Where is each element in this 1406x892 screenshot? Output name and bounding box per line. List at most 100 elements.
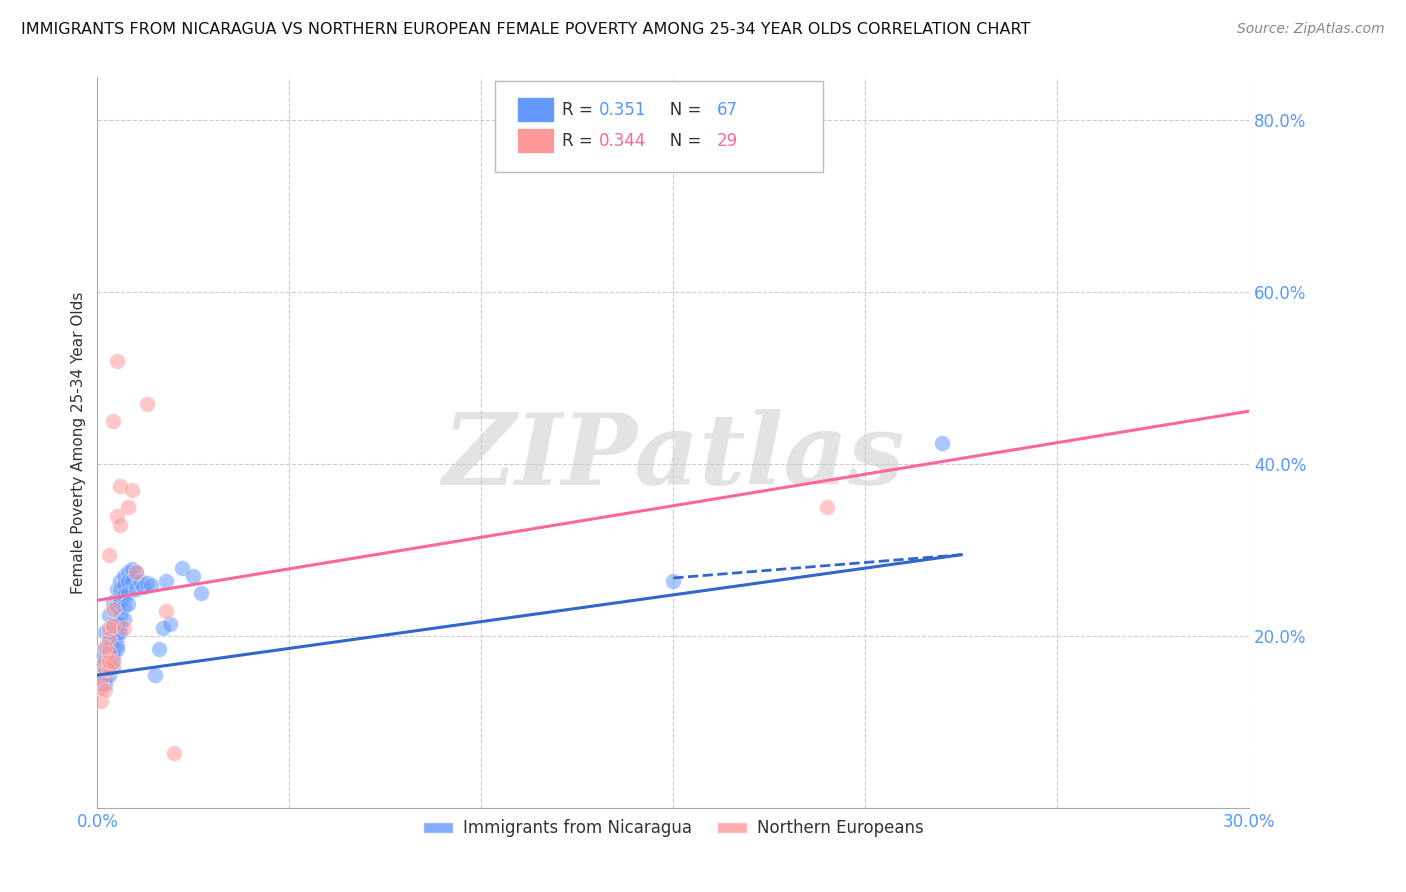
- Point: [90, 694, 112, 708]
- Point: [101, 647, 124, 661]
- Point: [110, 574, 132, 588]
- Point: [97, 642, 120, 657]
- Text: 0.351: 0.351: [599, 102, 645, 120]
- Point: [94, 682, 117, 697]
- Text: ZIPatlas: ZIPatlas: [441, 409, 904, 506]
- Text: N =: N =: [654, 132, 706, 150]
- Point: [101, 651, 124, 665]
- Point: [105, 616, 128, 631]
- Point: [662, 574, 685, 588]
- Text: IMMIGRANTS FROM NICARAGUA VS NORTHERN EUROPEAN FEMALE POVERTY AMONG 25-34 YEAR O: IMMIGRANTS FROM NICARAGUA VS NORTHERN EU…: [21, 22, 1031, 37]
- Point: [90, 681, 112, 695]
- Point: [125, 565, 148, 579]
- Point: [97, 548, 120, 562]
- Point: [110, 625, 132, 640]
- Text: 0.344: 0.344: [599, 132, 645, 150]
- Point: [97, 653, 120, 667]
- Point: [112, 588, 135, 602]
- Point: [97, 668, 120, 682]
- Point: [139, 578, 162, 592]
- Point: [110, 479, 132, 493]
- Point: [125, 565, 148, 579]
- FancyBboxPatch shape: [495, 81, 823, 172]
- Point: [110, 517, 132, 532]
- Point: [90, 659, 112, 673]
- Point: [101, 655, 124, 669]
- Point: [90, 677, 112, 691]
- Point: [112, 599, 135, 614]
- Point: [101, 616, 124, 631]
- Text: 67: 67: [717, 102, 738, 120]
- Point: [105, 582, 128, 596]
- Point: [117, 500, 139, 515]
- Point: [97, 621, 120, 635]
- Point: [97, 655, 120, 669]
- Point: [117, 565, 139, 579]
- Point: [97, 662, 120, 676]
- Point: [105, 642, 128, 657]
- Point: [97, 633, 120, 648]
- Point: [105, 509, 128, 524]
- Point: [112, 612, 135, 626]
- Point: [121, 574, 143, 588]
- Point: [94, 677, 117, 691]
- Point: [121, 562, 143, 576]
- Point: [148, 642, 170, 657]
- Point: [117, 597, 139, 611]
- Y-axis label: Female Poverty Among 25-34 Year Olds: Female Poverty Among 25-34 Year Olds: [72, 292, 86, 594]
- Point: [90, 651, 112, 665]
- Point: [94, 642, 117, 657]
- Point: [931, 436, 953, 450]
- Point: [190, 586, 212, 600]
- Point: [97, 645, 120, 659]
- Point: [101, 602, 124, 616]
- Point: [128, 574, 150, 588]
- Text: 29: 29: [717, 132, 738, 150]
- Point: [94, 673, 117, 687]
- Point: [94, 662, 117, 676]
- Point: [90, 673, 112, 687]
- Point: [101, 659, 124, 673]
- Point: [105, 638, 128, 652]
- Point: [136, 397, 159, 411]
- Point: [97, 647, 120, 661]
- Text: R =: R =: [561, 102, 598, 120]
- Point: [110, 582, 132, 596]
- Point: [110, 607, 132, 622]
- Point: [112, 621, 135, 635]
- Point: [94, 651, 117, 665]
- Point: [143, 668, 166, 682]
- Point: [121, 483, 143, 498]
- Point: [183, 569, 205, 583]
- Point: [101, 619, 124, 633]
- Legend: Immigrants from Nicaragua, Northern Europeans: Immigrants from Nicaragua, Northern Euro…: [416, 813, 931, 844]
- Point: [112, 578, 135, 592]
- Point: [125, 582, 148, 596]
- Point: [159, 616, 181, 631]
- Text: N =: N =: [654, 102, 706, 120]
- Point: [101, 633, 124, 648]
- Point: [97, 631, 120, 645]
- Point: [101, 625, 124, 640]
- Point: [112, 569, 135, 583]
- Point: [105, 354, 128, 368]
- FancyBboxPatch shape: [516, 128, 554, 153]
- Point: [170, 560, 193, 574]
- Point: [152, 621, 174, 635]
- Point: [94, 625, 117, 640]
- Point: [105, 599, 128, 614]
- Point: [155, 604, 177, 618]
- Point: [94, 664, 117, 678]
- Point: [117, 574, 139, 588]
- Point: [815, 500, 838, 515]
- Point: [101, 595, 124, 609]
- Point: [94, 653, 117, 667]
- Point: [97, 659, 120, 673]
- Point: [155, 574, 177, 588]
- Point: [105, 625, 128, 640]
- Point: [90, 668, 112, 682]
- Point: [101, 642, 124, 657]
- FancyBboxPatch shape: [516, 97, 554, 122]
- Point: [97, 607, 120, 622]
- Point: [136, 576, 159, 591]
